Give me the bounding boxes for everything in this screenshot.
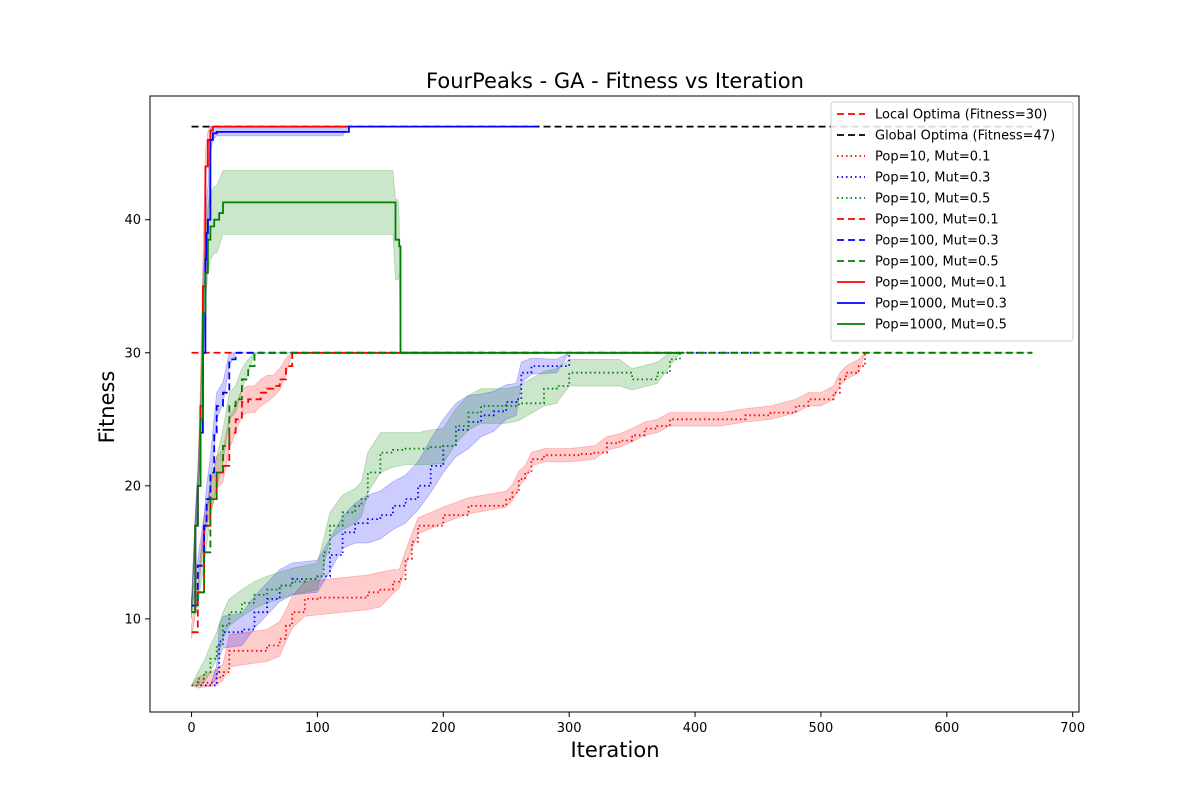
x-axis-ticks: 0 100 200 300 400 500 600 700 — [187, 712, 1085, 736]
legend-entry-5: Pop=100, Mut=0.1 — [875, 213, 999, 228]
legend-entry-6: Pop=100, Mut=0.3 — [875, 234, 999, 249]
legend-entry-3: Pop=10, Mut=0.3 — [875, 171, 990, 186]
legend-entry-7: Pop=100, Mut=0.5 — [875, 255, 999, 270]
legend-entry-0: Local Optima (Fitness=30) — [875, 108, 1047, 123]
y-tick-label-2: 30 — [124, 346, 141, 361]
x-tick-label-6: 600 — [934, 721, 959, 736]
x-tick-label-4: 400 — [683, 721, 708, 736]
x-tick-label-5: 500 — [809, 721, 834, 736]
legend-entry-8: Pop=1000, Mut=0.1 — [875, 276, 1007, 291]
y-tick-label-0: 10 — [124, 612, 141, 627]
legend-entry-2: Pop=10, Mut=0.1 — [875, 150, 990, 165]
legend-frame — [830, 101, 1074, 342]
legend-entry-10: Pop=1000, Mut=0.5 — [875, 318, 1007, 333]
x-axis-label: Iteration — [570, 738, 659, 762]
series-lines — [191, 125, 1033, 687]
chart-title: FourPeaks - GA - Fitness vs Iteration — [426, 69, 804, 93]
legend-entry-4: Pop=10, Mut=0.5 — [875, 192, 990, 207]
x-tick-label-0: 0 — [187, 721, 195, 736]
series-band-2 — [190, 352, 696, 686]
series-line-0 — [191, 352, 866, 687]
series-line-8 — [191, 201, 680, 614]
y-axis-ticks: 10 20 30 40 — [124, 213, 150, 627]
y-tick-label-1: 20 — [124, 479, 141, 494]
series-band-1 — [191, 352, 758, 686]
legend-entry-1: Global Optima (Fitness=47) — [875, 129, 1055, 144]
series-line-1 — [191, 351, 758, 687]
y-tick-label-3: 40 — [124, 213, 141, 228]
plot-frame — [149, 95, 1080, 713]
series-line-4 — [191, 351, 538, 607]
x-tick-label-2: 200 — [431, 721, 456, 736]
x-tick-label-3: 300 — [557, 721, 582, 736]
legend-entry-9: Pop=1000, Mut=0.3 — [875, 297, 1007, 312]
y-axis-label: Fitness — [95, 371, 119, 444]
x-tick-label-1: 100 — [305, 721, 330, 736]
legend: Local Optima (Fitness=30) Global Optima (… — [830, 101, 1074, 342]
x-tick-label-7: 700 — [1060, 721, 1085, 736]
series-line-2 — [191, 351, 696, 687]
